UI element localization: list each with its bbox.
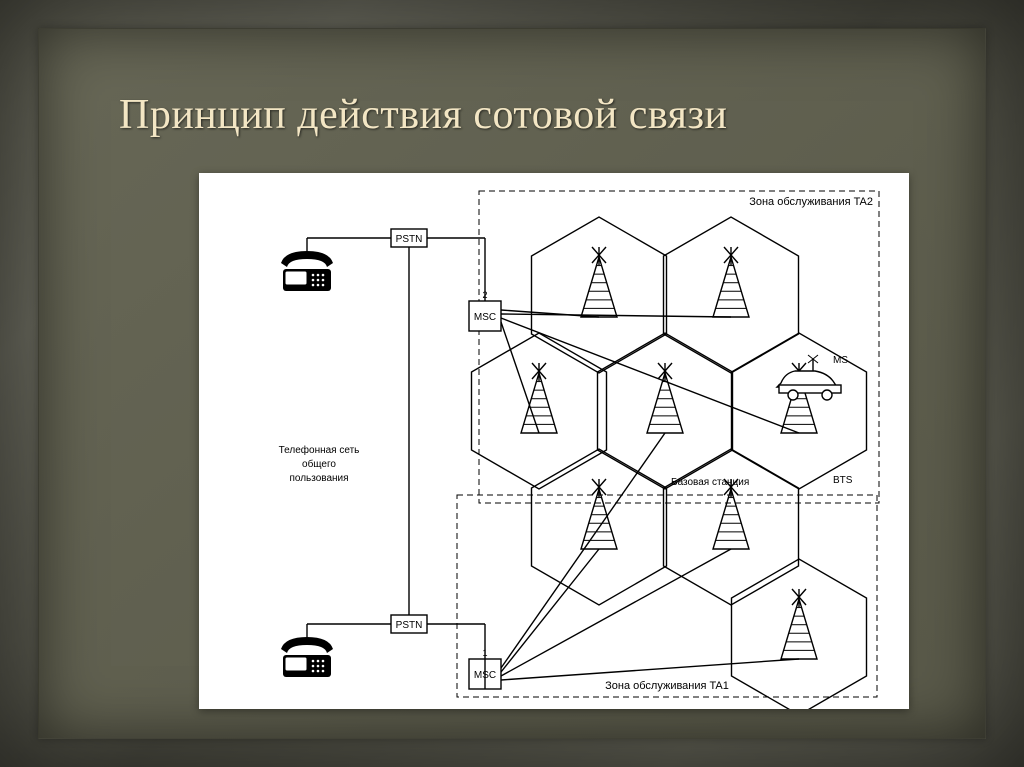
hex-cell: [732, 559, 867, 709]
tower-icon: [581, 247, 617, 317]
pstn-label: PSTN: [396, 234, 423, 245]
side-caption: пользования: [289, 473, 348, 484]
hex-cell: [472, 333, 607, 489]
phone-icon: [281, 251, 333, 291]
slide-title: Принцип действия сотовой связи: [119, 91, 728, 139]
pstn-label: PSTN: [396, 620, 423, 631]
tower-icon: [581, 479, 617, 549]
msc-label: MSC: [474, 312, 496, 323]
tower-icon: [781, 589, 817, 659]
zone-boundary: [479, 191, 879, 503]
side-caption: общего: [302, 458, 336, 470]
hex-cell: [532, 217, 667, 373]
tower-icon: [713, 479, 749, 549]
ms-label: MS: [833, 355, 848, 366]
hex-cell: [598, 333, 733, 489]
network-diagram: Зона обслуживания TA2 Зона обслуживания T…: [199, 173, 909, 709]
slide-frame: Принцип действия сотовой связи Зона обсл…: [0, 0, 1024, 767]
slide-inner: Принцип действия сотовой связи Зона обсл…: [38, 28, 986, 739]
side-caption: Телефонная сеть: [279, 444, 360, 456]
tower-icon: [647, 363, 683, 433]
car-icon: [777, 355, 841, 400]
hex-cell: [664, 449, 799, 605]
zone-label-bottom: Зона обслуживания TA1: [605, 680, 729, 692]
diagram-container: Зона обслуживания TA2 Зона обслуживания T…: [199, 173, 909, 709]
phone-icon: [281, 637, 333, 677]
zone-label-top: Зона обслуживания TA2: [749, 196, 873, 208]
base-label: Базовая станция: [671, 477, 749, 488]
bts-label: BTS: [833, 475, 853, 486]
tower-icon: [713, 247, 749, 317]
hex-cell: [664, 217, 799, 373]
